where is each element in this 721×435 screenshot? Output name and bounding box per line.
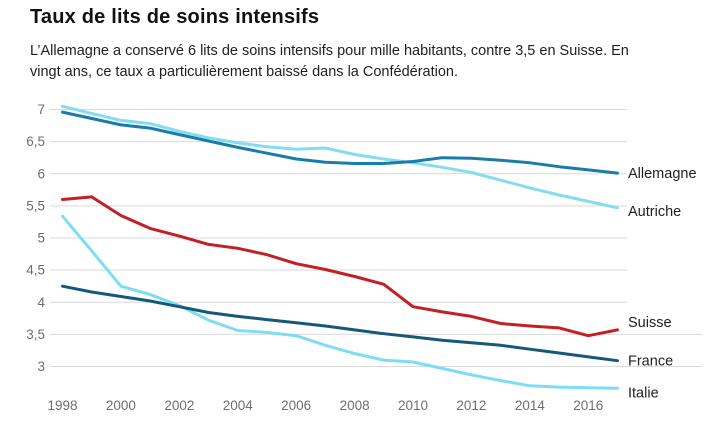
y-tick-label-7: 7 <box>37 102 45 117</box>
x-tick-label-2014: 2014 <box>515 398 546 413</box>
series-line-france <box>61 284 619 363</box>
series-label-suisse: Suisse <box>628 315 672 331</box>
x-tick-label-1998: 1998 <box>47 398 77 413</box>
x-tick-label-2008: 2008 <box>340 398 370 413</box>
y-tick-label-3: 3 <box>37 359 45 374</box>
y-tick-label-4: 4 <box>37 295 45 310</box>
y-tick-label-5.5: 5,5 <box>26 198 45 213</box>
series-label-allemagne: Allemagne <box>628 166 697 182</box>
x-tick-label-2000: 2000 <box>106 398 136 413</box>
page-title: Taux de lits de soins intensifs <box>30 6 320 28</box>
chart-subtitle-line2: vingt ans, ce taux a particulièrement ba… <box>30 63 458 80</box>
y-tick-label-4.5: 4,5 <box>26 263 45 278</box>
y-tick-label-3.5: 3,5 <box>26 327 45 342</box>
y-tick-label-6: 6 <box>37 166 45 181</box>
x-tick-label-2010: 2010 <box>398 398 428 413</box>
series-line-suisse <box>61 195 619 338</box>
x-tick-label-2004: 2004 <box>223 398 254 413</box>
chart-subtitle: L’Allemagne a conservé 6 lits de soins i… <box>30 41 710 82</box>
series-label-autriche: Autriche <box>628 204 681 220</box>
series-line-italie <box>61 214 619 390</box>
series-label-italie: Italie <box>628 385 659 401</box>
chart-subtitle-line1: L’Allemagne a conservé 6 lits de soins i… <box>30 43 629 59</box>
x-tick-label-2016: 2016 <box>573 398 603 413</box>
series-line-allemagne <box>61 110 619 175</box>
x-tick-label-2002: 2002 <box>164 398 194 413</box>
series-line-autriche <box>61 104 619 210</box>
x-tick-label-2006: 2006 <box>281 398 311 413</box>
y-tick-label-5: 5 <box>37 231 45 246</box>
series-label-france: France <box>628 354 673 370</box>
x-tick-label-2012: 2012 <box>456 398 486 413</box>
y-tick-label-6.5: 6,5 <box>26 134 45 149</box>
